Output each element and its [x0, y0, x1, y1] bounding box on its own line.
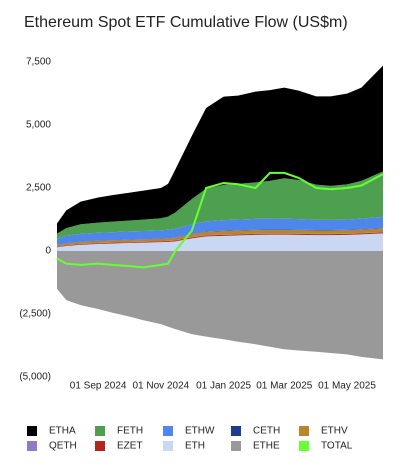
legend-swatch — [163, 426, 173, 436]
legend-label: ETH — [185, 441, 205, 452]
y-tick-label: 5,000 — [26, 120, 51, 131]
area — [57, 228, 383, 247]
legend-label: QETH — [49, 441, 77, 452]
legend-swatch — [27, 441, 37, 451]
legend-label: ETHW — [185, 426, 215, 437]
y-tick-label: 7,500 — [26, 57, 51, 68]
legend-swatch — [163, 441, 173, 451]
area — [57, 232, 383, 248]
legend-label: ETHE — [253, 441, 280, 452]
legend-swatch — [95, 441, 105, 451]
areas — [57, 65, 383, 360]
area — [57, 216, 383, 245]
x-tick-label: 01 May 2025 — [318, 381, 376, 392]
legend-swatch — [299, 441, 309, 451]
legend-label: TOTAL — [321, 441, 353, 452]
x-tick-label: 01 Jan 2025 — [196, 381, 251, 392]
total-line — [56, 171, 384, 269]
y-tick-label: (2,500) — [19, 309, 51, 320]
legend-label: CETH — [253, 426, 280, 437]
y-tick-label: (5,000) — [19, 372, 51, 383]
area — [57, 251, 383, 360]
area — [57, 232, 383, 247]
x-tick-label: 01 Mar 2025 — [256, 381, 313, 392]
legend-label: ETHV — [321, 426, 348, 437]
y-tick-label: 0 — [45, 246, 51, 257]
area — [57, 228, 383, 246]
legend-swatch — [299, 426, 309, 436]
legend-swatch — [27, 426, 37, 436]
legend-label: ETHA — [49, 426, 76, 437]
legend-label: FETH — [117, 426, 143, 437]
area — [57, 233, 383, 251]
x-tick-label: 01 Sep 2024 — [70, 381, 127, 392]
area — [57, 65, 383, 234]
legend-label: EZET — [117, 441, 143, 452]
legend-swatch — [231, 426, 241, 436]
legend-swatch — [231, 441, 241, 451]
chart-title: Ethereum Spot ETF Cumulative Flow (US$m) — [24, 14, 348, 31]
legend-swatch — [95, 426, 105, 436]
x-tick-label: 01 Nov 2024 — [133, 381, 190, 392]
y-tick-label: 2,500 — [26, 183, 51, 194]
area — [57, 171, 383, 239]
